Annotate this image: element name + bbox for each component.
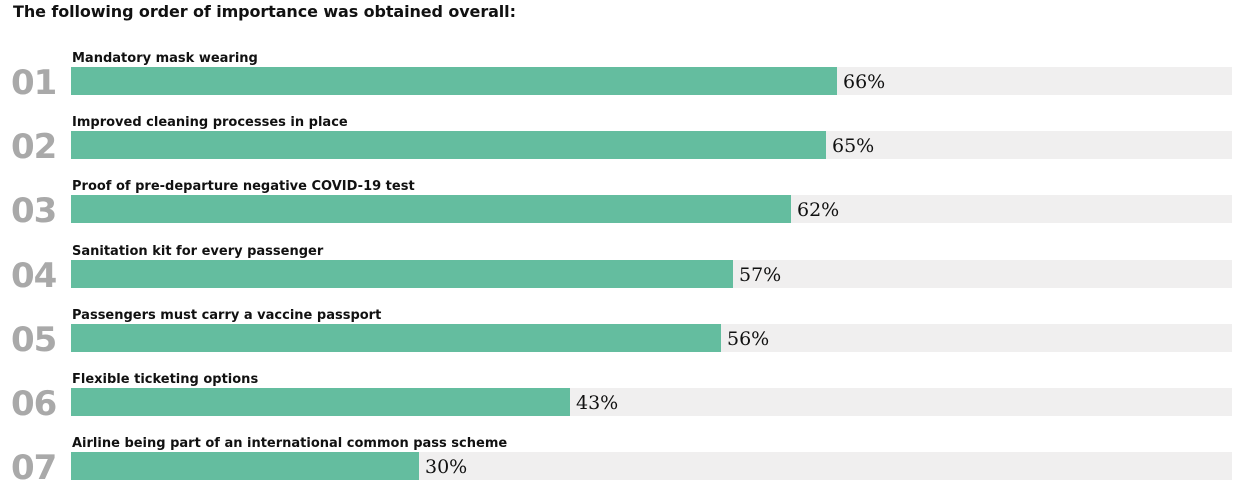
- bar-track: [71, 452, 1232, 480]
- bar: [71, 324, 721, 352]
- rank-number: 05: [11, 320, 57, 360]
- value-label: 43%: [576, 392, 619, 414]
- bar-row: Passengers must carry a vaccine passport…: [0, 308, 1257, 372]
- category-label: Flexible ticketing options: [72, 372, 259, 387]
- rank-number: 02: [11, 127, 57, 167]
- category-label: Passengers must carry a vaccine passport: [72, 308, 382, 323]
- bar-row: Flexible ticketing options 06 43%: [0, 372, 1257, 436]
- rank-number: 06: [11, 384, 57, 424]
- bar-row: Sanitation kit for every passenger 04 57%: [0, 244, 1257, 308]
- value-label: 62%: [797, 199, 840, 221]
- bar-track: [71, 324, 1232, 352]
- bar-track: [71, 388, 1232, 416]
- bar-track: [71, 131, 1232, 159]
- category-label: Airline being part of an international c…: [72, 436, 508, 451]
- chart-title: The following order of importance was ob…: [13, 2, 516, 21]
- bar: [71, 452, 419, 480]
- bar-row: Mandatory mask wearing 01 66%: [0, 51, 1257, 115]
- bar: [71, 260, 733, 288]
- rank-number: 01: [11, 63, 57, 103]
- bar: [71, 388, 570, 416]
- bar-track: [71, 260, 1232, 288]
- category-label: Mandatory mask wearing: [72, 51, 258, 66]
- bar-row: Improved cleaning processes in place 02 65…: [0, 115, 1257, 179]
- value-label: 30%: [425, 456, 468, 478]
- bar-row: Airline being part of an international c…: [0, 436, 1257, 500]
- bar: [71, 195, 791, 223]
- bar-row: Proof of pre-departure negative COVID-19…: [0, 179, 1257, 243]
- bar: [71, 67, 837, 95]
- category-label: Sanitation kit for every passenger: [72, 244, 324, 259]
- category-label: Proof of pre-departure negative COVID-19…: [72, 179, 415, 194]
- value-label: 65%: [832, 135, 875, 157]
- rank-number: 04: [11, 256, 57, 296]
- bar-track: [71, 67, 1232, 95]
- bar: [71, 131, 826, 159]
- bar-track: [71, 195, 1232, 223]
- value-label: 66%: [843, 71, 886, 93]
- value-label: 56%: [727, 328, 770, 350]
- rank-number: 03: [11, 191, 57, 231]
- category-label: Improved cleaning processes in place: [72, 115, 348, 130]
- rank-number: 07: [11, 448, 57, 488]
- value-label: 57%: [739, 264, 782, 286]
